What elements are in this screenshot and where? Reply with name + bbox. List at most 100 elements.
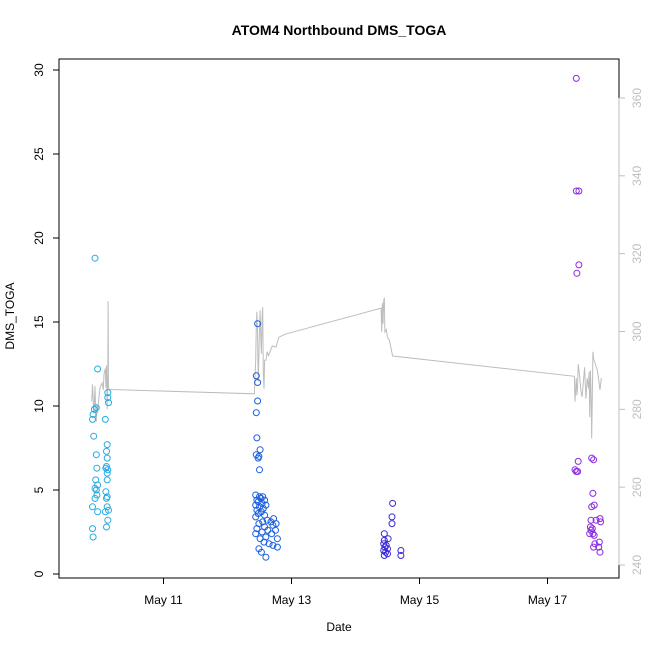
data-point bbox=[269, 541, 277, 549]
data-point bbox=[92, 486, 100, 494]
data-point bbox=[380, 530, 388, 538]
data-point bbox=[256, 466, 263, 474]
data-point bbox=[89, 503, 96, 511]
data-point bbox=[93, 491, 101, 499]
data-point bbox=[595, 538, 603, 546]
right-y-tick-label: 280 bbox=[630, 399, 644, 419]
right-y-axis: 240 260 280 300 320 340 360 bbox=[618, 88, 644, 575]
data-point bbox=[592, 516, 600, 524]
data-point bbox=[587, 516, 595, 524]
data-point bbox=[590, 543, 598, 551]
data-point bbox=[253, 496, 261, 504]
data-point bbox=[103, 447, 110, 455]
data-point bbox=[252, 372, 260, 380]
data-point bbox=[104, 394, 112, 402]
y-tick-label: 25 bbox=[32, 147, 46, 161]
right-y-tick-label: 320 bbox=[630, 243, 644, 263]
data-point bbox=[590, 531, 598, 539]
data-point bbox=[589, 530, 597, 538]
data-point bbox=[89, 415, 96, 423]
data-point bbox=[90, 405, 98, 413]
data-point bbox=[572, 74, 580, 82]
data-point bbox=[103, 523, 110, 531]
data-point bbox=[256, 535, 264, 543]
y-tick-label: 15 bbox=[32, 315, 46, 329]
data-point bbox=[258, 528, 266, 536]
data-point bbox=[103, 469, 111, 477]
data-point bbox=[273, 543, 281, 551]
y-tick-label: 10 bbox=[32, 399, 46, 413]
data-point bbox=[252, 501, 260, 509]
right-y-tick-label: 340 bbox=[630, 166, 644, 186]
data-point bbox=[397, 552, 405, 559]
data-point bbox=[268, 530, 276, 538]
data-point bbox=[397, 547, 405, 554]
data-point bbox=[101, 415, 109, 423]
data-point bbox=[89, 410, 97, 418]
plot-frame bbox=[58, 58, 620, 579]
data-point bbox=[388, 513, 396, 521]
y-tick-label: 30 bbox=[32, 63, 46, 77]
y-tick-label: 20 bbox=[32, 231, 46, 245]
data-point bbox=[102, 488, 110, 496]
line-series-path bbox=[91, 297, 602, 439]
data-point bbox=[389, 499, 397, 507]
data-point bbox=[597, 518, 605, 526]
data-point bbox=[254, 379, 262, 386]
data-point bbox=[252, 491, 260, 499]
data-point bbox=[103, 441, 111, 449]
data-point bbox=[91, 254, 99, 262]
data-point bbox=[573, 269, 581, 277]
data-point bbox=[91, 484, 99, 492]
data-point bbox=[105, 399, 112, 407]
data-point bbox=[265, 540, 273, 548]
data-point bbox=[93, 464, 101, 472]
data-point bbox=[252, 513, 260, 521]
line-series bbox=[91, 297, 602, 439]
x-axis: May 11 May 13 May 15 May 17 bbox=[144, 578, 567, 607]
data-point bbox=[103, 494, 110, 502]
data-point bbox=[89, 533, 97, 541]
data-point bbox=[103, 476, 111, 484]
data-point bbox=[382, 548, 390, 556]
data-point bbox=[586, 530, 594, 538]
data-point bbox=[90, 432, 98, 440]
data-point bbox=[588, 454, 596, 462]
data-point bbox=[596, 548, 604, 556]
data-point bbox=[256, 446, 264, 454]
data-point bbox=[253, 525, 261, 533]
data-point bbox=[92, 404, 100, 412]
data-point bbox=[91, 494, 99, 502]
data-point bbox=[259, 493, 267, 501]
data-point bbox=[254, 454, 262, 462]
data-point bbox=[588, 503, 596, 511]
data-point bbox=[572, 468, 580, 475]
y-tick-label: 5 bbox=[32, 486, 46, 493]
y-tick-label: 0 bbox=[32, 570, 46, 577]
data-point bbox=[103, 454, 111, 462]
right-y-tick-label: 300 bbox=[630, 321, 644, 341]
data-point bbox=[384, 535, 392, 543]
data-point bbox=[254, 397, 262, 405]
y-axis: 0 5 10 15 20 25 30 bbox=[32, 63, 59, 577]
right-y-tick-label: 360 bbox=[630, 88, 644, 108]
x-tick-label: May 15 bbox=[400, 593, 440, 607]
data-point bbox=[589, 489, 597, 497]
data-point bbox=[104, 516, 112, 524]
data-point bbox=[263, 516, 271, 524]
data-point bbox=[572, 187, 580, 195]
right-y-tick-label: 260 bbox=[630, 477, 644, 497]
data-point bbox=[595, 543, 603, 551]
data-point bbox=[102, 464, 110, 472]
data-point bbox=[384, 545, 391, 553]
data-point bbox=[253, 434, 261, 442]
y-axis-label: DMS_TOGA bbox=[3, 282, 17, 349]
data-point bbox=[252, 409, 260, 417]
right-y-tick-label: 240 bbox=[630, 555, 644, 575]
data-point bbox=[104, 466, 112, 474]
data-point bbox=[587, 526, 595, 534]
data-point bbox=[101, 508, 109, 516]
data-point bbox=[254, 320, 262, 328]
data-point bbox=[596, 515, 604, 523]
